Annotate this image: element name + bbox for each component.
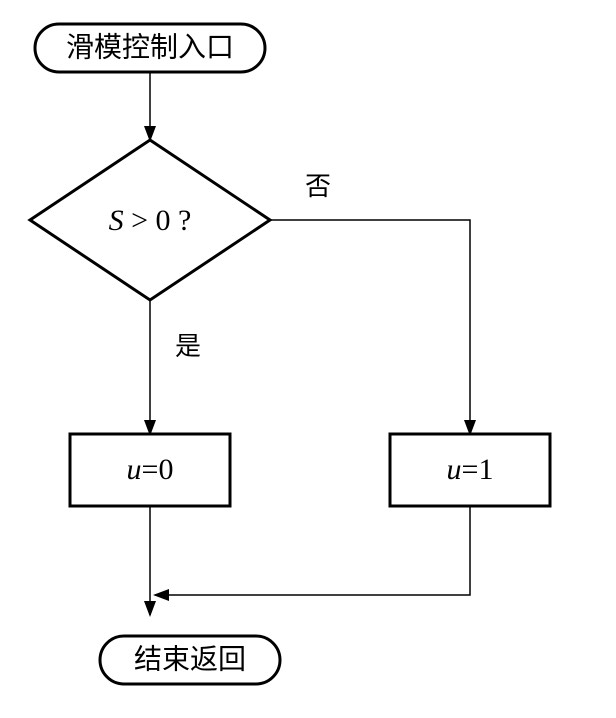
proc-u0-label: u=0 <box>127 453 174 486</box>
node-decision: S > 0 ? <box>30 140 270 300</box>
edge-label-yes: 是 <box>175 332 201 361</box>
node-proc-u1: u=1 <box>390 434 550 506</box>
flowchart-canvas: 是 否 滑模控制入口 S > 0 ? u=0 u=1 结束返回 <box>0 0 616 718</box>
end-label: 结束返回 <box>134 643 246 675</box>
decision-label: S > 0 ? <box>109 204 192 237</box>
edge-u1-merge <box>155 506 470 595</box>
edge-label-no: 否 <box>305 172 331 201</box>
edges: 是 否 <box>150 72 470 615</box>
edge-decision-no <box>270 220 470 434</box>
node-end: 结束返回 <box>100 636 280 684</box>
proc-u1-label: u=1 <box>447 453 494 486</box>
node-start: 滑模控制入口 <box>35 24 265 72</box>
node-proc-u0: u=0 <box>70 434 230 506</box>
start-label: 滑模控制入口 <box>66 31 234 63</box>
